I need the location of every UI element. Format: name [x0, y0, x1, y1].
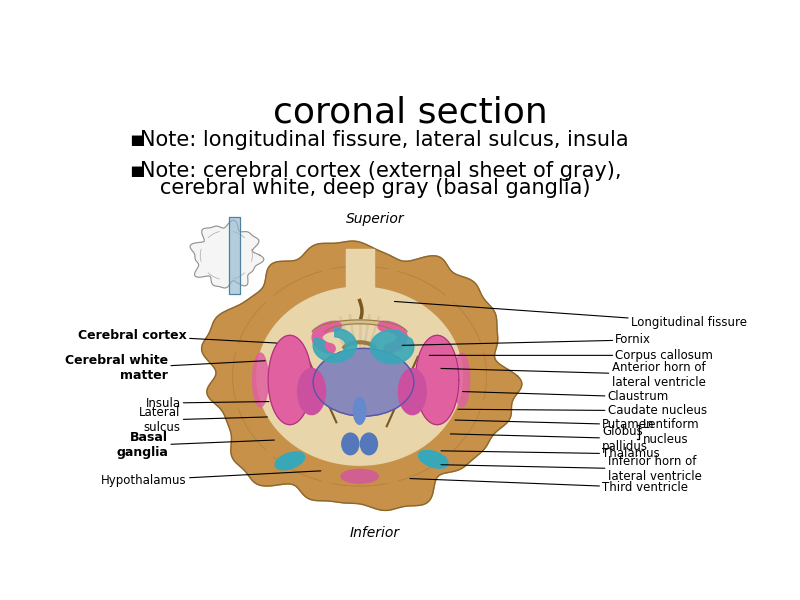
Text: Lentiform
nucleus: Lentiform nucleus	[642, 418, 699, 446]
Polygon shape	[253, 353, 268, 407]
Ellipse shape	[342, 433, 359, 455]
Text: coronal section: coronal section	[273, 95, 547, 129]
Ellipse shape	[341, 469, 378, 483]
Text: Insula: Insula	[146, 397, 269, 410]
Text: Note: longitudinal fissure, lateral sulcus, insula: Note: longitudinal fissure, lateral sulc…	[140, 130, 629, 150]
Text: Longitudinal fissure: Longitudinal fissure	[394, 301, 747, 329]
Polygon shape	[190, 220, 264, 288]
Polygon shape	[298, 368, 326, 415]
Text: Anterior horn of
lateral ventricle: Anterior horn of lateral ventricle	[441, 361, 706, 389]
Text: cerebral white, deep gray (basal ganglia): cerebral white, deep gray (basal ganglia…	[140, 178, 590, 198]
Text: Inferior: Inferior	[350, 526, 400, 540]
Polygon shape	[257, 287, 462, 465]
Polygon shape	[454, 353, 470, 407]
Text: Cerebral cortex: Cerebral cortex	[78, 329, 277, 343]
Polygon shape	[313, 328, 357, 362]
Text: Basal
ganglia: Basal ganglia	[116, 431, 274, 460]
Text: Cerebral white
matter: Cerebral white matter	[65, 355, 265, 382]
Text: Putamen: Putamen	[455, 418, 654, 431]
Ellipse shape	[275, 452, 305, 470]
Text: Corpus callosum: Corpus callosum	[430, 349, 714, 362]
Ellipse shape	[418, 451, 448, 468]
Text: Globus
pallidus: Globus pallidus	[450, 425, 648, 452]
Text: Inferior horn of
lateral ventricle: Inferior horn of lateral ventricle	[441, 455, 702, 484]
Text: ▪: ▪	[130, 130, 143, 150]
Text: Claustrum: Claustrum	[462, 391, 669, 403]
Text: Hypothalamus: Hypothalamus	[101, 471, 321, 487]
Text: ▪: ▪	[130, 161, 143, 181]
Ellipse shape	[354, 397, 366, 424]
Ellipse shape	[361, 433, 378, 455]
Polygon shape	[370, 330, 414, 364]
Text: Note: cerebral cortex (external sheet of gray),: Note: cerebral cortex (external sheet of…	[140, 161, 622, 181]
Polygon shape	[415, 335, 459, 425]
Text: Third ventricle: Third ventricle	[410, 479, 688, 494]
Text: Thalamus: Thalamus	[441, 448, 660, 460]
Text: Lateral
sulcus: Lateral sulcus	[139, 406, 267, 434]
Polygon shape	[268, 335, 311, 425]
Polygon shape	[312, 320, 407, 332]
Polygon shape	[229, 217, 240, 294]
Text: Superior: Superior	[346, 212, 405, 226]
Text: Caudate nucleus: Caudate nucleus	[458, 404, 706, 418]
Text: Fornix: Fornix	[402, 334, 651, 346]
Polygon shape	[202, 241, 522, 511]
Polygon shape	[398, 368, 426, 415]
Ellipse shape	[313, 349, 414, 416]
